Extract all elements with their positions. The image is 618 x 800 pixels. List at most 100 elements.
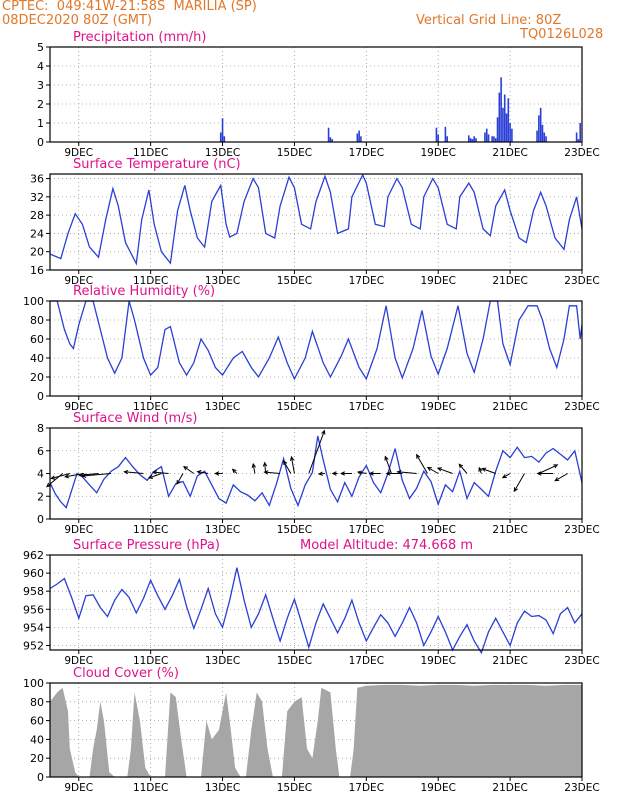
precip-bar (469, 138, 472, 142)
wind-xtick-label: 11DEC (133, 524, 168, 536)
wind-arrow (197, 471, 209, 474)
wind-arrow-head (262, 461, 268, 467)
wind-arrow-head (536, 471, 542, 476)
rh-xtick-label: 17DEC (349, 401, 384, 413)
wind-arrow (176, 473, 184, 485)
wind-arrow (148, 473, 162, 479)
wind-arrow (482, 468, 496, 474)
wind-arrow-head (317, 471, 323, 476)
cloud-ytick-label: 100 (23, 677, 44, 690)
pressure-ytick-label: 956 (23, 603, 44, 616)
precip-bar (221, 118, 224, 142)
precip-bar (503, 94, 506, 142)
precip-xtick-label: 17DEC (349, 147, 384, 159)
wind-arrow-head (356, 470, 363, 475)
temp-xtick-label: 13DEC (205, 275, 240, 287)
wind-arrow-head (384, 455, 389, 461)
wind-title: Surface Wind (m/s) (73, 411, 197, 426)
cloud-xtick-label: 17DEC (349, 782, 384, 794)
temp-line (49, 173, 583, 266)
wind-arrow-head (513, 487, 518, 493)
pressure-xtick-label: 21DEC (492, 655, 527, 667)
run-id-header: TQ0126L028 (520, 27, 604, 42)
precip-bar (360, 136, 362, 142)
wind-arrow (554, 473, 568, 482)
precip-bar (545, 136, 547, 142)
precip-bar (511, 128, 513, 142)
precip-ytick-label: 4 (37, 60, 44, 73)
wind-arrow-head (385, 471, 391, 476)
precip-bar (507, 98, 510, 142)
rh-xtick-label: 9DEC (64, 401, 93, 413)
cloud-ytick-label: 0 (37, 771, 44, 784)
temp-ytick-label: 36 (30, 173, 44, 186)
precip-bar (500, 77, 502, 142)
wind-arrow (437, 467, 453, 474)
precip-bar (358, 130, 360, 142)
precip-xtick-label: 15DEC (277, 147, 312, 159)
temp-ytick-label: 16 (30, 264, 44, 277)
wind-arrow (358, 471, 367, 474)
rh-line (50, 300, 583, 381)
station-header: CPTEC: 049:41W-21:58S MARILIA (SP) (2, 0, 257, 14)
precip-bar (329, 137, 332, 142)
wind-arrow-head (426, 466, 432, 472)
wind-xtick-label: 21DEC (492, 524, 527, 536)
wind-arrow (416, 454, 428, 474)
wind-arrow (79, 473, 99, 476)
rh-xtick-label: 23DEC (564, 401, 599, 413)
wind-arrow (308, 430, 325, 474)
cloud-cover-area (50, 684, 582, 777)
wind-xtick-label: 15DEC (277, 524, 312, 536)
precip-bar (471, 139, 474, 142)
precip-bar (541, 124, 544, 142)
temp-xtick-label: 19DEC (421, 275, 456, 287)
temp-xtick-label: 23DEC (564, 275, 599, 287)
run-date-header: 08DEC2020 80Z (GMT) (2, 13, 153, 28)
grid-note-header: Vertical Grid Line: 80Z (416, 13, 562, 28)
precip-bar (496, 117, 499, 142)
cloud-xtick-label: 15DEC (277, 782, 312, 794)
wind-arrow (538, 464, 558, 474)
precip-bar (484, 132, 486, 142)
wind-ytick-label: 6 (37, 445, 44, 458)
wind-arrow-head (416, 453, 421, 459)
wind-ytick-label: 0 (37, 513, 44, 526)
wind-arrow-head (289, 455, 295, 461)
rh-ytick-label: 100 (23, 295, 44, 308)
temp-ytick-label: 28 (30, 209, 44, 222)
precip-bar (538, 115, 540, 142)
pressure-xtick-label: 15DEC (277, 655, 312, 667)
wind-arrow (183, 466, 195, 474)
pressure-xtick-label: 9DEC (64, 655, 93, 667)
cloud-xtick-label: 19DEC (421, 782, 456, 794)
wind-arrow-head (214, 471, 220, 476)
wind-xtick-label: 19DEC (421, 524, 456, 536)
wind-arrow-head (501, 474, 507, 479)
precip-panel (46, 46, 583, 146)
wind-arrow-head (396, 469, 402, 475)
cloud-xtick-label: 21DEC (492, 782, 527, 794)
precip-bar (509, 123, 511, 142)
wind-ytick-label: 4 (37, 468, 44, 481)
wind-arrow (124, 471, 144, 474)
pressure-annotation: Model Altitude: 474.668 m (300, 538, 473, 553)
wind-arrow-head (339, 471, 345, 476)
precip-bar (487, 134, 490, 142)
wind-arrow-head (436, 467, 442, 472)
wind-xtick-label: 13DEC (205, 524, 240, 536)
wind-arrow-head (147, 474, 154, 479)
wind-arrow-head (64, 474, 70, 479)
cloud-xtick-label: 13DEC (205, 782, 240, 794)
wind-arrow-head (196, 470, 202, 475)
wind-arrow-head (251, 462, 256, 469)
wind-arrow (427, 467, 439, 474)
wind-panel (46, 427, 583, 523)
temp-ytick-label: 32 (30, 191, 44, 204)
rh-ytick-label: 40 (30, 352, 44, 365)
precip-bar (536, 130, 538, 142)
rh-xtick-label: 11DEC (133, 401, 168, 413)
temp-xtick-label: 11DEC (133, 275, 168, 287)
pressure-panel (46, 554, 583, 655)
precip-bar (219, 132, 222, 142)
